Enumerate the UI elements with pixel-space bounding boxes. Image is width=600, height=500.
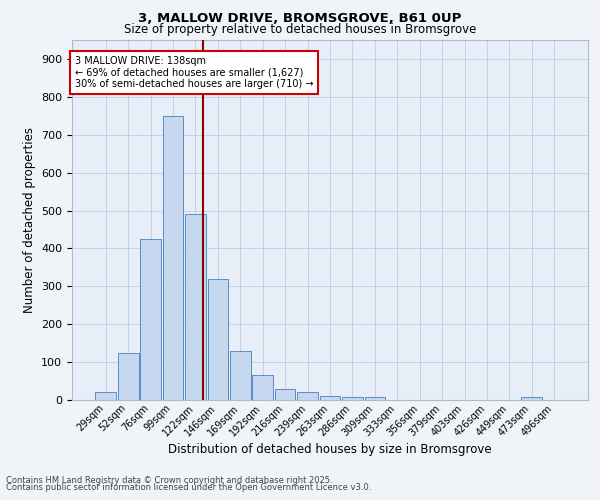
Bar [140, 239, 161, 400]
Bar [342, 398, 363, 400]
Text: 3, MALLOW DRIVE, BROMSGROVE, B61 0UP: 3, MALLOW DRIVE, BROMSGROVE, B61 0UP [139, 12, 461, 26]
Bar [365, 397, 385, 400]
X-axis label: Distribution of detached houses by size in Bromsgrove: Distribution of detached houses by size … [168, 443, 492, 456]
Bar [275, 388, 295, 400]
Bar [185, 214, 206, 400]
Bar [320, 396, 340, 400]
Text: Contains HM Land Registry data © Crown copyright and database right 2025.: Contains HM Land Registry data © Crown c… [6, 476, 332, 485]
Y-axis label: Number of detached properties: Number of detached properties [23, 127, 35, 313]
Bar [118, 352, 139, 400]
Bar [297, 392, 318, 400]
Text: Contains public sector information licensed under the Open Government Licence v3: Contains public sector information licen… [6, 484, 371, 492]
Bar [521, 397, 542, 400]
Bar [253, 376, 273, 400]
Bar [163, 116, 184, 400]
Text: Size of property relative to detached houses in Bromsgrove: Size of property relative to detached ho… [124, 22, 476, 36]
Bar [208, 278, 228, 400]
Bar [230, 350, 251, 400]
Text: 3 MALLOW DRIVE: 138sqm
← 69% of detached houses are smaller (1,627)
30% of semi-: 3 MALLOW DRIVE: 138sqm ← 69% of detached… [74, 56, 313, 90]
Bar [95, 392, 116, 400]
